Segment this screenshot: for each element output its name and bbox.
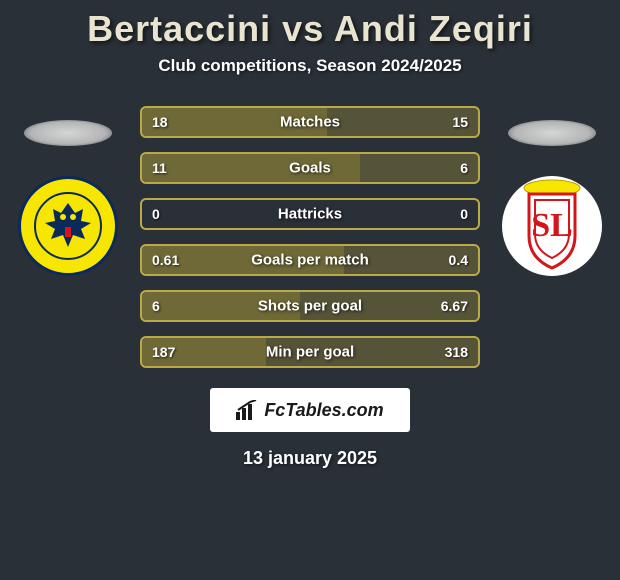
date-label: 13 january 2025: [243, 448, 377, 469]
stat-value-right: 6: [460, 160, 468, 176]
stat-value-right: 6.67: [441, 298, 468, 314]
stat-label: Matches: [280, 114, 340, 131]
right-team-block: SL: [502, 120, 602, 276]
stvv-crest-icon: [18, 176, 118, 276]
stat-label: Min per goal: [266, 344, 354, 361]
stat-value-left: 0.61: [152, 252, 179, 268]
stat-row: 6 6.67 Shots per goal: [140, 290, 480, 322]
chart-icon: [236, 400, 258, 420]
left-team-block: [18, 120, 118, 276]
stat-value-left: 6: [152, 298, 160, 314]
crest-halo: [508, 120, 596, 146]
stat-row: 11 6 Goals: [140, 152, 480, 184]
brand-text: FcTables.com: [264, 400, 383, 421]
standard-crest-icon: SL: [502, 176, 602, 276]
stat-row: 0 0 Hattricks: [140, 198, 480, 230]
shield-emblem-icon: SL: [509, 176, 595, 276]
stat-value-left: 11: [152, 160, 167, 176]
stat-row: 0.61 0.4 Goals per match: [140, 244, 480, 276]
eagle-emblem-icon: [33, 191, 103, 261]
brand-badge[interactable]: FcTables.com: [210, 388, 410, 432]
stat-row: 187 318 Min per goal: [140, 336, 480, 368]
stat-value-left: 187: [152, 344, 175, 360]
subtitle: Club competitions, Season 2024/2025: [158, 56, 461, 76]
stat-value-left: 0: [152, 206, 160, 222]
stat-label: Hattricks: [278, 206, 342, 223]
stat-value-right: 318: [445, 344, 468, 360]
stat-value-right: 15: [452, 114, 468, 130]
crest-halo: [24, 120, 112, 146]
stat-row: 18 15 Matches: [140, 106, 480, 138]
stat-label: Shots per goal: [258, 298, 362, 315]
stat-label: Goals per match: [251, 252, 369, 269]
stat-label: Goals: [289, 160, 331, 177]
svg-text:SL: SL: [531, 207, 573, 244]
stat-value-left: 18: [152, 114, 168, 130]
stats-list: 18 15 Matches 11 6 Goals 0 0 Hattricks 0.61 0.4 Goa…: [140, 106, 480, 368]
page-title: Bertaccini vs Andi Zeqiri: [87, 8, 533, 50]
comparison-card: Bertaccini vs Andi Zeqiri Club competiti…: [0, 0, 620, 580]
stat-value-right: 0: [460, 206, 468, 222]
stat-value-right: 0.4: [449, 252, 468, 268]
